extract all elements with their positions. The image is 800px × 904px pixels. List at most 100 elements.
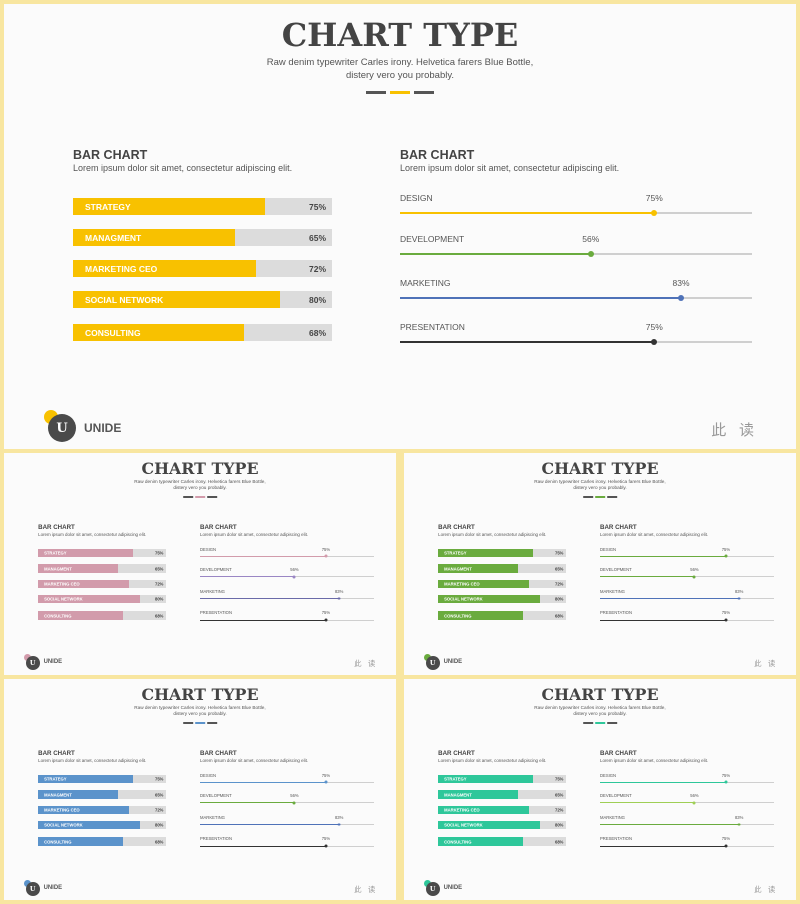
line-fill	[600, 781, 726, 783]
right-section-description: Lorem ipsum dolor sit amet, consectetur …	[200, 531, 309, 537]
line-marker[interactable]	[724, 780, 728, 784]
title-divider	[583, 722, 617, 724]
line-track	[600, 618, 775, 622]
left-section-heading: BAR CHART	[38, 524, 75, 532]
bar-track: MARKETING CEO 72%	[438, 805, 567, 815]
line-fill	[200, 845, 326, 847]
bar-fill	[438, 805, 529, 815]
bar-track: STRATEGY 75%	[38, 775, 167, 784]
left-section-description: Lorem ipsum dolor sit amet, consectetur …	[38, 757, 147, 763]
slide-blue[interactable]: CHART TYPE Raw denim typewriter Carles ir…	[4, 679, 396, 900]
line-marker[interactable]	[324, 618, 328, 622]
right-section-description: Lorem ipsum dolor sit amet, consectetur …	[600, 531, 709, 537]
right-section-heading: BAR CHART	[400, 148, 475, 162]
bar-fill	[38, 579, 129, 589]
page-title: CHART TYPE	[541, 458, 659, 478]
bar-track: MANAGMENT 65%	[438, 790, 567, 799]
bar-track: SOCIAL NETWORK 80%	[73, 291, 332, 308]
slide-teal[interactable]: CHART TYPE Raw denim typewriter Carles ir…	[404, 679, 796, 900]
line-marker[interactable]	[324, 844, 328, 848]
divider-segment	[195, 496, 205, 498]
line-marker[interactable]	[692, 575, 696, 579]
bar-label: MANAGMENT	[85, 232, 142, 243]
bar-track: CONSULTING 68%	[73, 324, 332, 341]
line-track	[600, 844, 775, 848]
slide-yellow[interactable]: CHART TYPE Raw denim typewriter Carles ir…	[4, 4, 796, 449]
bar-track: SOCIAL NETWORK 80%	[438, 595, 567, 604]
line-value: 75%	[721, 546, 731, 552]
line-marker[interactable]	[651, 210, 658, 216]
bar-value: 68%	[154, 839, 164, 845]
right-section-description: Lorem ipsum dolor sit amet, consectetur …	[600, 757, 709, 763]
divider-segment	[206, 496, 217, 498]
footer-brand-text: 此 读	[711, 421, 758, 439]
line-marker[interactable]	[692, 801, 696, 805]
bar-fill	[438, 790, 519, 799]
line-track	[600, 597, 775, 600]
line-track	[200, 823, 375, 826]
divider-segment	[390, 91, 410, 94]
line-marker[interactable]	[737, 823, 741, 826]
line-marker[interactable]	[324, 780, 328, 784]
line-marker[interactable]	[587, 251, 594, 257]
line-marker[interactable]	[724, 554, 728, 558]
title-divider	[366, 91, 434, 94]
bar-label: MARKETING CEO	[444, 807, 480, 813]
divider-segment	[183, 722, 194, 724]
divider-segment	[595, 722, 605, 724]
bar-label: SOCIAL NETWORK	[44, 822, 83, 828]
line-marker[interactable]	[724, 618, 728, 622]
logo-icon: U	[25, 655, 40, 670]
bar-label: SOCIAL NETWORK	[444, 596, 483, 602]
bar-value: 65%	[554, 566, 564, 572]
page-title: CHART TYPE	[141, 458, 259, 478]
bar-fill	[438, 611, 523, 620]
logo-letter: U	[29, 658, 36, 667]
line-marker[interactable]	[337, 597, 341, 600]
slide-pink[interactable]: CHART TYPE Raw denim typewriter Carles ir…	[4, 453, 396, 675]
bar-value: 75%	[154, 550, 164, 556]
line-value: 75%	[645, 322, 663, 332]
bar-value: 68%	[308, 327, 326, 338]
bar-label: MARKETING CEO	[44, 807, 80, 813]
line-fill	[400, 253, 591, 255]
line-row: PRESENTATION 75%	[200, 610, 375, 625]
bar-value: 80%	[554, 822, 564, 828]
bar-label: STRATEGY	[444, 776, 467, 782]
line-value: 75%	[721, 836, 731, 842]
line-marker[interactable]	[292, 801, 296, 805]
left-section-heading: BAR CHART	[73, 148, 148, 162]
line-label: MARKETING	[600, 588, 625, 594]
bar-fill	[73, 291, 280, 308]
right-section-heading: BAR CHART	[200, 750, 237, 758]
slide-green[interactable]: CHART TYPE Raw denim typewriter Carles ir…	[404, 453, 796, 675]
line-value: 56%	[690, 792, 699, 798]
line-row: DESIGN 75%	[600, 773, 775, 788]
line-marker[interactable]	[651, 339, 658, 345]
line-row: DEVELOPMENT 56%	[600, 567, 775, 582]
line-label: PRESENTATION	[200, 610, 232, 616]
line-marker[interactable]	[292, 575, 296, 579]
line-row: DESIGN 75%	[200, 773, 375, 788]
line-marker[interactable]	[678, 295, 685, 301]
bar-value: 72%	[308, 263, 326, 274]
left-section-heading: BAR CHART	[38, 750, 75, 758]
bar-value: 65%	[154, 566, 164, 572]
bar-row: STRATEGY 75%	[438, 549, 567, 558]
right-section-description: Lorem ipsum dolor sit amet, consectetur …	[200, 757, 309, 763]
line-marker[interactable]	[724, 844, 728, 848]
line-marker[interactable]	[337, 823, 341, 826]
line-fill	[200, 598, 340, 600]
line-track	[200, 575, 375, 579]
bar-fill	[38, 595, 141, 604]
bar-label: MANAGMENT	[444, 792, 472, 798]
page-subtitle: Raw denim typewriter Carles irony. Helve…	[266, 57, 534, 81]
divider-segment	[606, 496, 617, 498]
bar-value: 72%	[154, 581, 164, 587]
line-marker[interactable]	[737, 597, 741, 600]
line-row: MARKETING 83%	[400, 278, 752, 308]
line-track	[400, 295, 752, 301]
line-marker[interactable]	[324, 554, 328, 558]
bar-label: SOCIAL NETWORK	[85, 294, 164, 305]
logo-letter: U	[429, 658, 436, 667]
